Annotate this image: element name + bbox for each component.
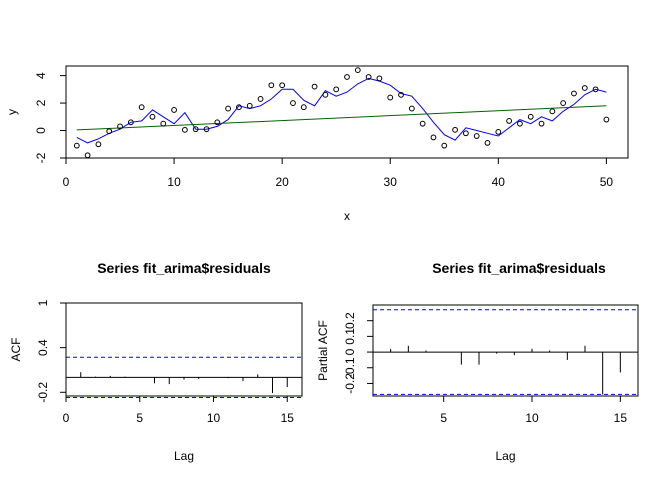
y-tick-label: 1 xyxy=(36,299,50,306)
y-tick-label: 0.1 xyxy=(343,328,357,345)
data-point xyxy=(106,128,113,135)
data-point xyxy=(419,120,426,127)
data-point xyxy=(473,133,480,139)
y-tick-label: -2 xyxy=(34,152,48,163)
plot-frame xyxy=(65,65,629,159)
x-axis-label: Lag xyxy=(495,449,515,463)
acf-frame xyxy=(65,302,303,397)
data-point xyxy=(149,113,156,120)
data-point xyxy=(117,123,123,130)
pacf-plot: Series fit_arima$residuals 5 10 15 -0.2-0.1 0… xyxy=(316,260,639,463)
y-tick-label: 4 xyxy=(34,72,48,79)
y-tick-label: -0.2 xyxy=(343,373,357,394)
y-tick-label: -0.2 xyxy=(36,382,50,403)
data-point xyxy=(181,126,188,133)
x-axis-label: Lag xyxy=(174,449,194,463)
data-point xyxy=(300,104,307,111)
x-tick-label: 10 xyxy=(525,411,539,425)
data-point xyxy=(268,82,275,89)
data-point xyxy=(290,100,296,106)
data-point xyxy=(333,86,340,93)
y-tick-label: -0.1 xyxy=(343,357,357,378)
data-point xyxy=(571,90,577,97)
data-point xyxy=(73,142,80,149)
y-tick-label: 0 xyxy=(34,127,48,134)
data-point xyxy=(376,75,383,82)
data-point xyxy=(430,134,437,141)
data-point xyxy=(344,74,350,80)
data-point xyxy=(517,120,523,127)
y-axis-label: ACF xyxy=(9,338,23,362)
data-point xyxy=(171,107,177,113)
y-axis-label: y xyxy=(5,109,19,115)
x-tick-label: 5 xyxy=(136,411,143,425)
pacf-frame xyxy=(372,304,639,397)
data-point xyxy=(527,113,534,120)
acf-title: Series fit_arima$residuals xyxy=(97,260,271,276)
data-point xyxy=(452,126,458,133)
data-point xyxy=(203,126,210,133)
x-tick-label: 30 xyxy=(384,175,398,189)
data-point xyxy=(560,100,567,106)
data-point xyxy=(581,85,588,91)
data-point xyxy=(236,104,242,111)
data-point xyxy=(246,102,253,109)
y-tick-label: 0 xyxy=(343,348,357,355)
data-point xyxy=(592,86,599,93)
data-point xyxy=(127,119,134,126)
x-tick-label: 20 xyxy=(275,175,289,189)
y-tick-label: 0.4 xyxy=(36,339,50,356)
y-tick-label: 2 xyxy=(34,99,48,106)
data-point xyxy=(192,126,199,133)
acf-plot: Series fit_arima$residuals 0 5 10 15 -0.2 0.4 1… xyxy=(9,260,303,463)
x-tick-label: 15 xyxy=(614,411,628,425)
data-point xyxy=(462,130,469,137)
x-axis-label: x xyxy=(344,209,350,223)
data-point xyxy=(538,120,545,127)
data-point xyxy=(549,108,556,115)
data-point xyxy=(257,96,264,102)
data-point xyxy=(84,152,91,159)
data-point xyxy=(95,141,102,148)
fitted-line xyxy=(76,77,607,144)
data-point xyxy=(603,116,610,123)
x-tick-label: 50 xyxy=(600,175,614,189)
x-tick-label: 0 xyxy=(63,411,70,425)
data-point xyxy=(441,142,448,149)
fitted-series-plot: 0 10 20 30 40 50 -2 0 2 4 x y xyxy=(5,65,629,223)
data-point xyxy=(408,105,415,112)
data-point xyxy=(160,120,167,127)
pacf-title: Series fit_arima$residuals xyxy=(432,260,606,276)
y-axis-label: Partial ACF xyxy=(316,320,330,381)
data-point xyxy=(387,94,394,101)
data-point xyxy=(322,91,329,98)
trend-line xyxy=(76,105,607,131)
x-tick-label: 10 xyxy=(207,411,221,425)
data-point xyxy=(365,74,372,80)
y-tick-label: 0.2 xyxy=(343,312,357,329)
x-tick-label: 15 xyxy=(281,411,295,425)
data-point xyxy=(354,67,361,74)
x-tick-label: 10 xyxy=(167,175,181,189)
data-point xyxy=(311,83,318,90)
data-point xyxy=(484,139,491,146)
data-point xyxy=(506,118,513,124)
data-point xyxy=(214,119,221,126)
data-point xyxy=(225,105,232,112)
x-tick-label: 0 xyxy=(63,175,70,189)
data-point xyxy=(138,104,145,111)
data-point xyxy=(495,129,502,135)
data-point xyxy=(279,82,286,89)
x-tick-label: 5 xyxy=(440,411,447,425)
x-tick-label: 40 xyxy=(492,175,506,189)
data-point xyxy=(398,91,404,98)
